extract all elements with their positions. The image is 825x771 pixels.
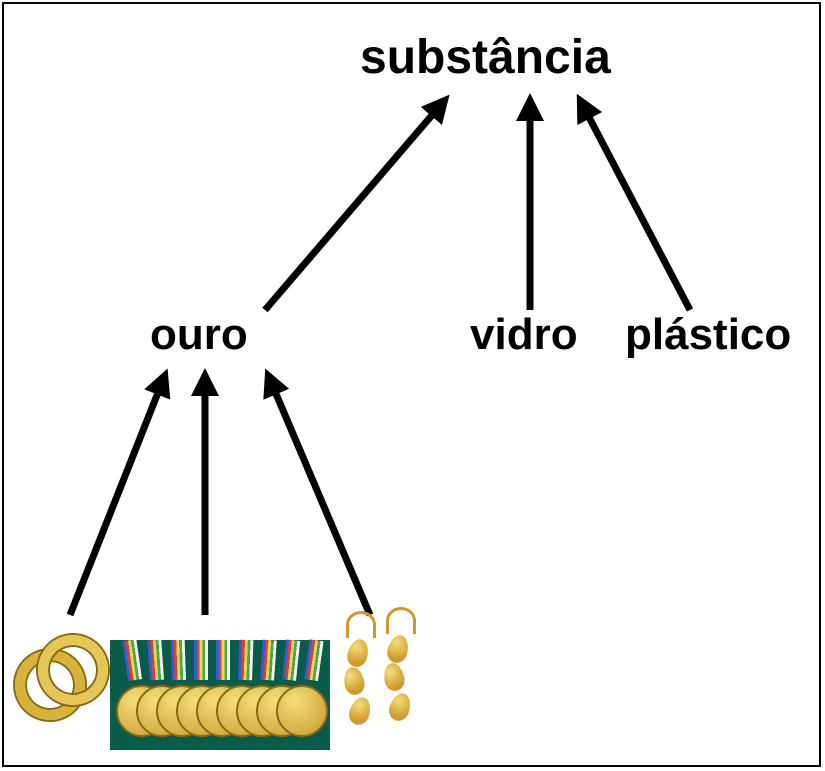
gold-medals-icon <box>110 640 330 750</box>
gold-rings-icon <box>10 620 110 740</box>
node-plastico: plástico <box>625 310 791 360</box>
gold-earrings-icon <box>340 605 430 755</box>
node-ouro: ouro <box>150 310 248 360</box>
node-vidro: vidro <box>470 310 578 360</box>
node-root: substância <box>360 30 611 85</box>
